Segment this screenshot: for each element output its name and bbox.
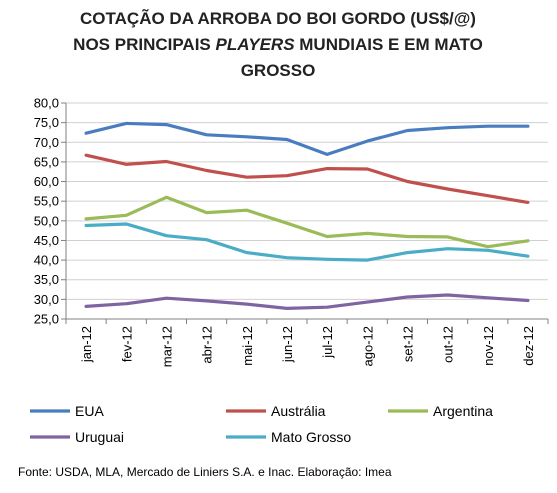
- title-line-2: NOS PRINCIPAIS PLAYERS MUNDIAIS E EM MAT…: [73, 35, 483, 54]
- y-tick-label: 30,0: [34, 292, 59, 307]
- title-part: NOS PRINCIPAIS: [73, 35, 215, 54]
- x-tick-label: jun-12: [280, 326, 295, 363]
- legend-label: Mato Grosso: [271, 429, 351, 445]
- y-axis-ticks: 25,0 30,0 35,0 40,0 45,0 50,0 55,0 60,0 65,0 70,0…: [34, 96, 66, 327]
- source-note: Fonte: USDA, MLA, Mercado de Liniers S.A…: [18, 465, 392, 479]
- y-tick-label: 45,0: [34, 233, 59, 248]
- x-tick-label: mai-12: [240, 326, 255, 366]
- series-line-austr-lia: [84, 153, 530, 204]
- x-tick-label: jul-12: [320, 326, 335, 359]
- x-axis-ticks: jan-12 fev-12 mar-12 abr-12 mai-12 jun-12 jul-…: [65, 319, 549, 367]
- legend-label: Uruguai: [75, 429, 124, 445]
- y-tick-label: 80,0: [34, 96, 59, 111]
- x-tick-label: jan-12: [79, 326, 94, 363]
- title-line-3: GROSSO: [241, 61, 316, 80]
- gridlines: [66, 102, 548, 300]
- series-line-argentina: [84, 195, 530, 249]
- y-tick-label: 70,0: [34, 135, 59, 150]
- title-line-1: COTAÇÃO DA ARROBA DO BOI GORDO (US$/@): [80, 8, 476, 28]
- y-tick-label: 35,0: [34, 272, 59, 287]
- title-part: COTAÇÃO DA ARROBA DO BOI GORDO (US$/@): [80, 8, 476, 28]
- x-tick-label: nov-12: [481, 326, 496, 366]
- y-tick-label: 75,0: [34, 115, 59, 130]
- x-tick-label: out-12: [441, 326, 456, 363]
- y-tick-label: 40,0: [34, 253, 59, 268]
- title-part: PLAYERS: [216, 35, 296, 54]
- x-tick-label: ago-12: [360, 326, 375, 366]
- series-lines: [84, 121, 530, 310]
- title-part: MUNDIAIS E EM MATO: [295, 35, 483, 54]
- y-tick-label: 55,0: [34, 194, 59, 209]
- legend-label: EUA: [75, 403, 104, 419]
- y-tick-label: 50,0: [34, 213, 59, 228]
- y-tick-label: 65,0: [34, 154, 59, 169]
- legend: EUA Austrália Argentina Uruguai Mato Grosso: [30, 403, 493, 445]
- x-tick-label: mar-12: [159, 326, 174, 367]
- legend-label: Austrália: [271, 403, 326, 419]
- series-line-uruguai: [84, 293, 530, 310]
- x-tick-label: dez-12: [521, 326, 536, 366]
- legend-label: Argentina: [433, 403, 493, 419]
- y-tick-label: 60,0: [34, 174, 59, 189]
- x-tick-label: set-12: [400, 326, 415, 362]
- series-line-eua: [84, 121, 530, 156]
- x-tick-label: abr-12: [200, 326, 215, 364]
- x-tick-label: fev-12: [119, 326, 134, 362]
- series-line-mato-grosso: [84, 222, 530, 262]
- y-tick-label: 25,0: [34, 312, 59, 327]
- chart-title: COTAÇÃO DA ARROBA DO BOI GORDO (US$/@) NO…: [73, 8, 483, 80]
- title-part: GROSSO: [241, 61, 316, 80]
